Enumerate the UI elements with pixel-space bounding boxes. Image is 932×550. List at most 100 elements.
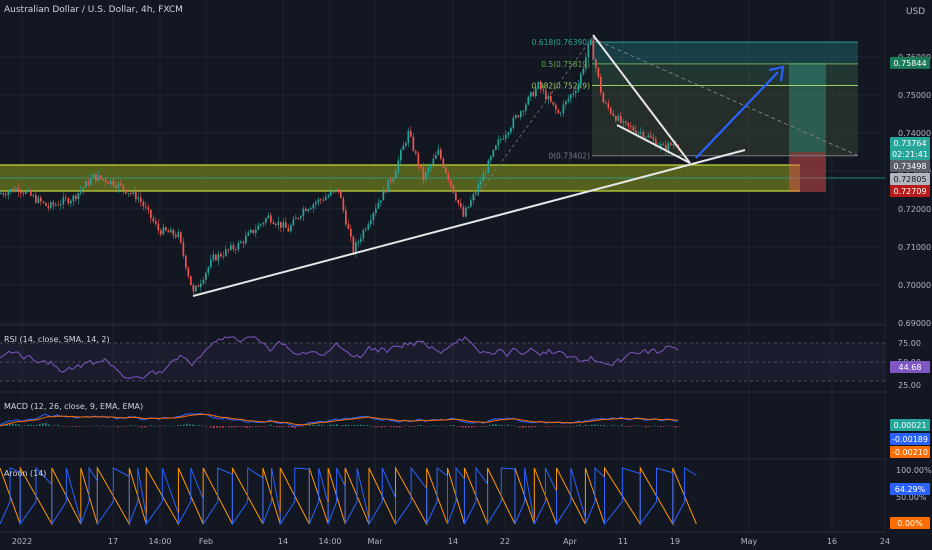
macd-histogram-bar	[273, 426, 275, 427]
candle-body	[405, 143, 407, 146]
candle-body	[190, 276, 192, 286]
candle-body	[290, 225, 292, 232]
fib-band	[592, 42, 858, 64]
macd-histogram-bar	[666, 425, 668, 426]
forecast-arrow-shaft	[695, 71, 779, 159]
candle-body	[460, 203, 462, 208]
fib-band	[592, 63, 858, 86]
macd-histogram-bar	[456, 426, 458, 427]
macd-histogram-bar	[612, 424, 614, 426]
candle-body	[5, 194, 7, 196]
candle-body	[387, 179, 390, 193]
support-zone	[0, 164, 885, 192]
macd-histogram-bar	[69, 426, 71, 427]
indicator-panes	[0, 336, 885, 526]
candle-body	[110, 180, 112, 185]
candle-body	[605, 102, 607, 104]
candle-body	[50, 202, 52, 208]
candle-body	[435, 154, 437, 159]
drawings[interactable]	[192, 34, 785, 297]
macd-histogram-bar	[180, 425, 182, 426]
macd-histogram-bar	[522, 426, 524, 428]
macd-histogram-bar	[597, 424, 599, 426]
macd-histogram-bar	[9, 423, 11, 426]
macd-histogram-bar	[423, 426, 425, 427]
candle-body	[602, 92, 605, 103]
macd-histogram-bar	[678, 426, 680, 427]
macd-histogram-bar	[546, 426, 548, 427]
candle-body	[325, 197, 327, 201]
candle-body	[140, 197, 142, 202]
time-tick-label: Mar	[367, 537, 383, 546]
macd-histogram-bar	[207, 426, 209, 427]
macd-histogram-bar	[414, 426, 416, 427]
aroon-label[interactable]: Aroon (14)	[4, 469, 46, 478]
macd-histogram-bar	[12, 424, 14, 426]
macd-histogram-bar	[342, 424, 344, 426]
candle-body	[402, 145, 405, 151]
symbol-title[interactable]: Australian Dollar / U.S. Dollar, 4h, FXC…	[4, 5, 183, 15]
macd-histogram-bar	[237, 426, 239, 427]
candle-body	[475, 192, 477, 194]
price-badge-bg	[890, 160, 930, 172]
price-axis[interactable]: USD 0.760000.750000.740000.730000.720000…	[886, 0, 932, 550]
time-axis[interactable]: 2022 17 14:00 Feb 14 14:00 Mar 14 22 Apr 11 19 May 16…	[12, 537, 890, 546]
candle-body	[285, 222, 287, 228]
macd-histogram-bar	[489, 424, 491, 426]
aroon-down-line	[0, 466, 697, 526]
macd-histogram-bar	[399, 426, 401, 428]
macd-histogram-bar	[618, 425, 620, 427]
macd-histogram-bar	[606, 425, 608, 427]
candle-body	[445, 167, 447, 174]
macd-histogram-bar	[534, 426, 536, 428]
candle-body	[277, 221, 280, 226]
candle-body	[647, 135, 650, 137]
rsi-label[interactable]: RSI (14, close, SMA, 14, 2)	[4, 335, 110, 344]
candle-body	[287, 227, 290, 232]
time-tick-label: 14	[448, 537, 458, 546]
candle-body	[447, 173, 450, 181]
candle-body	[0, 193, 2, 194]
candle-body	[537, 81, 540, 89]
rsi-tick-label: 75.00	[898, 339, 921, 348]
macd-histogram-bar	[636, 425, 638, 426]
macd-histogram-bar	[285, 426, 287, 427]
candle-body	[585, 57, 587, 69]
candle-body	[275, 224, 277, 226]
aroon-value-badge: 0.00%	[897, 519, 923, 528]
candle-body	[662, 144, 665, 146]
macd-histogram-bar	[486, 425, 488, 427]
candle-body	[442, 158, 445, 168]
candle-body	[25, 191, 27, 194]
candle-body	[100, 175, 102, 179]
macd-histogram-bar	[438, 426, 440, 427]
candle-body	[265, 218, 267, 223]
aroon-value-badge-bg	[890, 517, 930, 529]
macd-histogram-bar	[582, 426, 584, 427]
fib-retracement[interactable]: 0.618(0.76390) 0.5(0.75819) 0.382(0.75249)…	[532, 37, 859, 161]
candle-body	[232, 245, 235, 250]
macd-histogram-bar	[219, 426, 221, 428]
macd-histogram-bar	[39, 424, 41, 426]
macd-histogram-bar	[336, 424, 338, 426]
macd-label[interactable]: MACD (12, 26, close, 9, EMA, EMA)	[4, 402, 143, 411]
candle-body	[595, 59, 597, 68]
macd-histogram-bar	[156, 425, 158, 427]
macd-histogram-bar	[555, 425, 557, 427]
candle-body	[195, 285, 197, 292]
macd-histogram-bar	[57, 424, 59, 426]
candle-body	[47, 205, 50, 208]
candle-body	[297, 217, 300, 219]
price-tick-label: 0.69000	[898, 319, 931, 328]
signal-line	[0, 413, 678, 427]
candle-body	[367, 224, 370, 230]
macd-histogram-bar	[654, 425, 656, 426]
candle-body	[467, 206, 470, 209]
long-position-tool[interactable]	[789, 62, 826, 193]
macd-histogram-bar	[540, 425, 542, 427]
fib-level-label: 0(0.73402)	[548, 152, 590, 161]
candle-body	[70, 200, 72, 204]
price-badge-bg	[890, 148, 930, 160]
